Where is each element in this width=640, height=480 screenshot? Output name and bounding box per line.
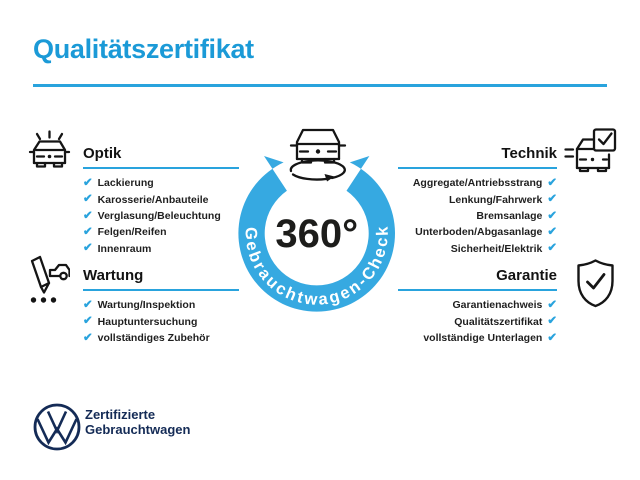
- checklist-item: ✔ Lackierung: [83, 177, 239, 190]
- checklist-item-label: vollständige Unterlagen: [423, 332, 543, 345]
- car-rotation-icon: [289, 128, 347, 182]
- section-technik: Technik Aggregate/Antriebsstrang ✔ Lenkung…: [398, 145, 557, 255]
- check-icon: ✔: [83, 315, 93, 328]
- checklist: ✔ Lackierung ✔ Karosserie/Anbauteile ✔ Vergla…: [83, 177, 239, 255]
- section-title: Optik: [83, 145, 239, 169]
- checklist-item: Lenkung/Fahrwerk ✔: [398, 194, 557, 206]
- checklist-item-label: Hauptuntersuchung: [97, 315, 198, 328]
- check-icon: ✔: [83, 242, 93, 255]
- section-title: Wartung: [83, 267, 239, 291]
- check-icon: ✔: [83, 225, 93, 238]
- checklist: Garantienachweis ✔ Qualitätszertifikat ✔ vol…: [398, 299, 557, 345]
- checklist-item: Garantienachweis ✔: [398, 299, 557, 312]
- checklist-item: ✔ Innenraum: [83, 243, 239, 255]
- page-title: Qualitätszertifikat: [33, 34, 254, 64]
- check-icon: ✔: [83, 177, 93, 189]
- section-title: Garantie: [398, 267, 557, 291]
- check-icon: ✔: [83, 209, 93, 222]
- checklist-item-label: Aggregate/Antriebsstrang: [412, 177, 543, 190]
- checklist: Aggregate/Antriebsstrang ✔ Lenkung/Fahrwer…: [398, 177, 557, 255]
- check-icon: ✔: [547, 209, 557, 222]
- checklist-item: Qualitätszertifikat ✔: [398, 316, 557, 328]
- ring-shape: [238, 156, 395, 312]
- checklist: ✔ Wartung/Inspektion ✔ Hauptuntersuchung ✔ vo…: [83, 299, 239, 345]
- check-icon: ✔: [547, 193, 557, 206]
- checklist-item: ✔ vollständiges Zubehör: [83, 331, 239, 345]
- check-icon: ✔: [547, 177, 557, 189]
- checklist-item: Bremsanlage ✔: [398, 209, 557, 223]
- brand-text: Zertifizierte Gebrauchtwagen: [85, 407, 190, 437]
- title-rule: [33, 84, 607, 87]
- checklist-item-label: Lackierung: [97, 177, 154, 190]
- check-icon: ✔: [547, 299, 557, 311]
- brand-line-2: Gebrauchtwagen: [85, 422, 191, 437]
- check-icon: ✔: [83, 331, 93, 344]
- check-icon: ✔: [547, 315, 557, 328]
- checklist-item-label: Sicherheit/Elektrik: [450, 242, 543, 255]
- degree-label: 360°: [275, 212, 358, 256]
- 360-check-badge: Gebrauchtwagen-Check 360°: [238, 128, 395, 312]
- checklist-item-label: Qualitätszertifikat: [454, 315, 543, 328]
- service-record-icon: [30, 255, 70, 303]
- checklist-item-label: Unterboden/Abgasanlage: [415, 226, 543, 239]
- shining-car-icon: [28, 130, 71, 168]
- checklist-item-label: Garantienachweis: [452, 299, 543, 312]
- check-icon: ✔: [83, 193, 93, 206]
- section-title: Technik: [398, 145, 557, 169]
- checklist-item: Sicherheit/Elektrik ✔: [398, 243, 557, 255]
- checklist-item: ✔ Felgen/Reifen: [83, 225, 239, 239]
- section-garantie: Garantie Garantienachweis ✔ Qualitätszerti…: [398, 267, 557, 344]
- checklist-item: ✔ Hauptuntersuchung: [83, 316, 239, 328]
- checklist-item-label: Innenraum: [97, 242, 152, 255]
- checklist-item-label: Lenkung/Fahrwerk: [449, 193, 543, 206]
- brand-line-1: Zertifizierte: [85, 407, 156, 422]
- checklist-item-label: vollständiges Zubehör: [97, 332, 210, 345]
- check-icon: ✔: [547, 331, 557, 344]
- checklist-item-label: Verglasung/Beleuchtung: [97, 210, 221, 223]
- car-checkbox-icon: [564, 128, 617, 173]
- checklist-item: vollständige Unterlagen ✔: [398, 331, 557, 345]
- checklist-item: ✔ Wartung/Inspektion: [83, 299, 239, 312]
- section-optik: Optik ✔ Lackierung ✔ Karosserie/Anbauteile ✔…: [83, 145, 239, 255]
- checklist-item: Unterboden/Abgasanlage ✔: [398, 225, 557, 239]
- vw-logo-icon: [33, 403, 81, 451]
- check-icon: ✔: [547, 225, 557, 238]
- checklist-item: ✔ Verglasung/Beleuchtung: [83, 209, 239, 223]
- checklist-item: ✔ Karosserie/Anbauteile: [83, 194, 239, 206]
- shield-check-icon: [577, 259, 614, 308]
- check-icon: ✔: [547, 242, 557, 255]
- check-icon: ✔: [83, 299, 93, 311]
- checklist-item-label: Felgen/Reifen: [97, 226, 167, 239]
- section-wartung: Wartung ✔ Wartung/Inspektion ✔ Hauptuntersu…: [83, 267, 239, 344]
- checklist-item: Aggregate/Antriebsstrang ✔: [398, 177, 557, 190]
- checklist-item-label: Wartung/Inspektion: [97, 299, 196, 312]
- checklist-item-label: Bremsanlage: [476, 210, 543, 223]
- checklist-item-label: Karosserie/Anbauteile: [97, 193, 209, 206]
